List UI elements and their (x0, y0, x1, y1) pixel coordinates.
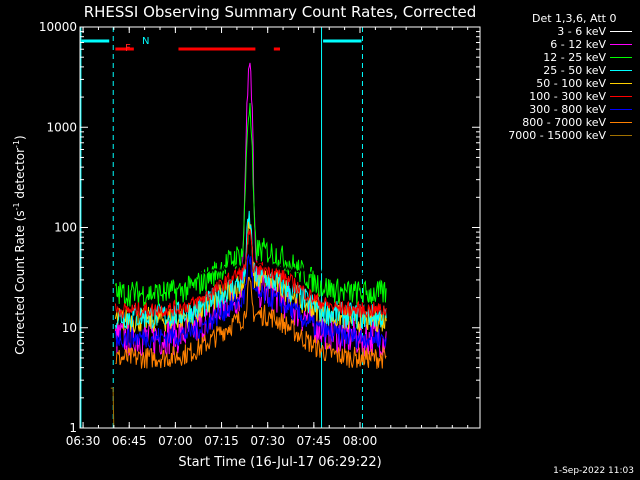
series-line (114, 230, 387, 319)
series-line (114, 62, 387, 358)
series-line (115, 276, 387, 369)
x-tick-label: 07:00 (158, 434, 193, 448)
series-line (114, 102, 387, 307)
legend-label: 300 - 800 keV (529, 103, 606, 116)
flag-n-label: N (142, 36, 149, 47)
legend-swatch (610, 83, 632, 84)
legend-label: 12 - 25 keV (543, 51, 606, 64)
x-tick-label: 06:45 (112, 434, 147, 448)
legend-item: 800 - 7000 keV (486, 116, 636, 129)
date-stamp: 1-Sep-2022 11:03 (553, 466, 634, 476)
y-tick-label: 1000 (46, 120, 77, 134)
y-tick-label: 10000 (39, 20, 77, 34)
legend-swatch (610, 122, 632, 123)
x-tick-label: 08:00 (343, 434, 378, 448)
legend-item: 12 - 25 keV (486, 51, 636, 64)
legend-label: 800 - 7000 keV (522, 116, 606, 129)
legend-label: 6 - 12 keV (550, 38, 606, 51)
x-tick-label: 07:45 (297, 434, 332, 448)
legend-swatch (610, 44, 632, 45)
y-axis-label: Corrected Count Rate (s-1 detector-1) (12, 135, 27, 354)
x-tick-label: 06:30 (66, 434, 101, 448)
legend-swatch (610, 109, 632, 110)
legend-label: 100 - 300 keV (529, 90, 606, 103)
chart-legend: Det 1,3,6, Att 0 3 - 6 keV 6 - 12 keV 12 -… (486, 12, 636, 142)
legend-swatch (610, 96, 632, 97)
legend-label: 25 - 50 keV (543, 64, 606, 77)
legend-item: 50 - 100 keV (486, 77, 636, 90)
y-tick-label: 10 (62, 321, 77, 335)
legend-header: Det 1,3,6, Att 0 (532, 12, 617, 25)
legend-label: 3 - 6 keV (557, 25, 606, 38)
legend-swatch (610, 31, 632, 32)
legend-item: 100 - 300 keV (486, 90, 636, 103)
legend-swatch (610, 57, 632, 58)
y-tick-label: 1 (69, 421, 77, 435)
legend-item: 7000 - 15000 keV (486, 129, 636, 142)
legend-item: 25 - 50 keV (486, 64, 636, 77)
legend-swatch (610, 70, 632, 71)
legend-label: 50 - 100 keV (536, 77, 606, 90)
x-tick-label: 07:15 (204, 434, 239, 448)
series-line (114, 253, 387, 351)
legend-item: 3 - 6 keV (486, 25, 636, 38)
series-line (114, 155, 387, 278)
x-axis-label: Start Time (16-Jul-17 06:29:22) (178, 455, 381, 470)
flag-f-label: F (125, 43, 131, 54)
legend-item: 300 - 800 keV (486, 103, 636, 116)
legend-label: 7000 - 15000 keV (508, 129, 606, 142)
legend-swatch (610, 135, 632, 136)
chart-title: RHESSI Observing Summary Count Rates, Co… (84, 3, 477, 21)
y-tick-label: 100 (54, 221, 77, 235)
x-tick-label: 07:30 (250, 434, 285, 448)
legend-item: 6 - 12 keV (486, 38, 636, 51)
